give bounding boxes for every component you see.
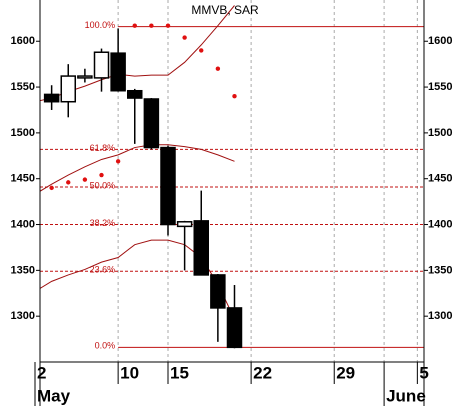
fib-label: 23.6% xyxy=(90,265,116,275)
x-tick-label: 5 xyxy=(419,363,428,382)
candle-body xyxy=(110,52,126,92)
chart-title: MMVB, SAR xyxy=(191,3,259,17)
y2-tick-label: 1300 xyxy=(428,310,452,322)
fib-label: 50.0% xyxy=(90,180,116,190)
candle-body xyxy=(160,146,176,226)
y-tick-label: 1400 xyxy=(11,218,35,230)
y-tick-label: 1300 xyxy=(11,310,35,322)
y2-tick-label: 1600 xyxy=(428,35,452,47)
sar-dot xyxy=(66,180,71,185)
sar-dot xyxy=(99,172,104,178)
y2-tick-label: 1350 xyxy=(428,264,452,276)
fib-label: 100.0% xyxy=(85,20,116,30)
sar-dot xyxy=(49,185,54,191)
sar-dot xyxy=(199,48,204,53)
sar-dot xyxy=(182,35,187,40)
sar-dot xyxy=(215,66,221,71)
candle-body xyxy=(127,89,143,99)
candle-body xyxy=(93,51,110,79)
sar-dot xyxy=(115,159,121,164)
month-label: May xyxy=(37,386,71,405)
candle-body xyxy=(210,274,226,309)
candle-body xyxy=(60,75,77,103)
x-tick-label: 22 xyxy=(253,363,272,382)
x-tick-label: 29 xyxy=(336,363,355,382)
sar-dot xyxy=(132,23,137,28)
y-tick-label: 1500 xyxy=(11,127,35,139)
x-tick-label: 2 xyxy=(37,363,46,382)
y2-tick-label: 1400 xyxy=(428,218,452,230)
y-tick-label: 1600 xyxy=(11,35,35,47)
y-tick-label: 1450 xyxy=(11,173,35,185)
y2-tick-label: 1500 xyxy=(428,127,452,139)
band-line xyxy=(40,144,235,192)
sar-dot xyxy=(82,177,88,182)
sar-dot xyxy=(165,23,171,28)
fib-label: 38.2% xyxy=(90,218,116,228)
x-tick-label: 10 xyxy=(120,363,139,382)
candle-body xyxy=(226,307,243,349)
y2-tick-label: 1450 xyxy=(428,173,452,185)
y-tick-label: 1550 xyxy=(11,81,35,93)
axes: 1300 1300 1350 1350 1400 1400 1450 1450 1500 1500… xyxy=(11,35,452,406)
sar-dot xyxy=(149,23,154,28)
y-tick-label: 1350 xyxy=(11,264,35,276)
fib-label: 0.0% xyxy=(95,341,116,351)
x-tick-label: 15 xyxy=(170,363,189,382)
y2-tick-label: 1550 xyxy=(428,81,452,93)
month-label: June xyxy=(386,386,426,405)
candle-body xyxy=(176,221,193,228)
candle-body xyxy=(77,75,93,79)
plot-area: 100.0% 61.8% 50.0% 38.2% 23.6% 0.0% xyxy=(40,5,424,351)
candle-body xyxy=(143,98,160,149)
sar-dot xyxy=(232,94,237,99)
candle-body xyxy=(43,93,60,103)
fib-label: 61.8% xyxy=(90,143,116,153)
candle-body xyxy=(193,220,209,276)
